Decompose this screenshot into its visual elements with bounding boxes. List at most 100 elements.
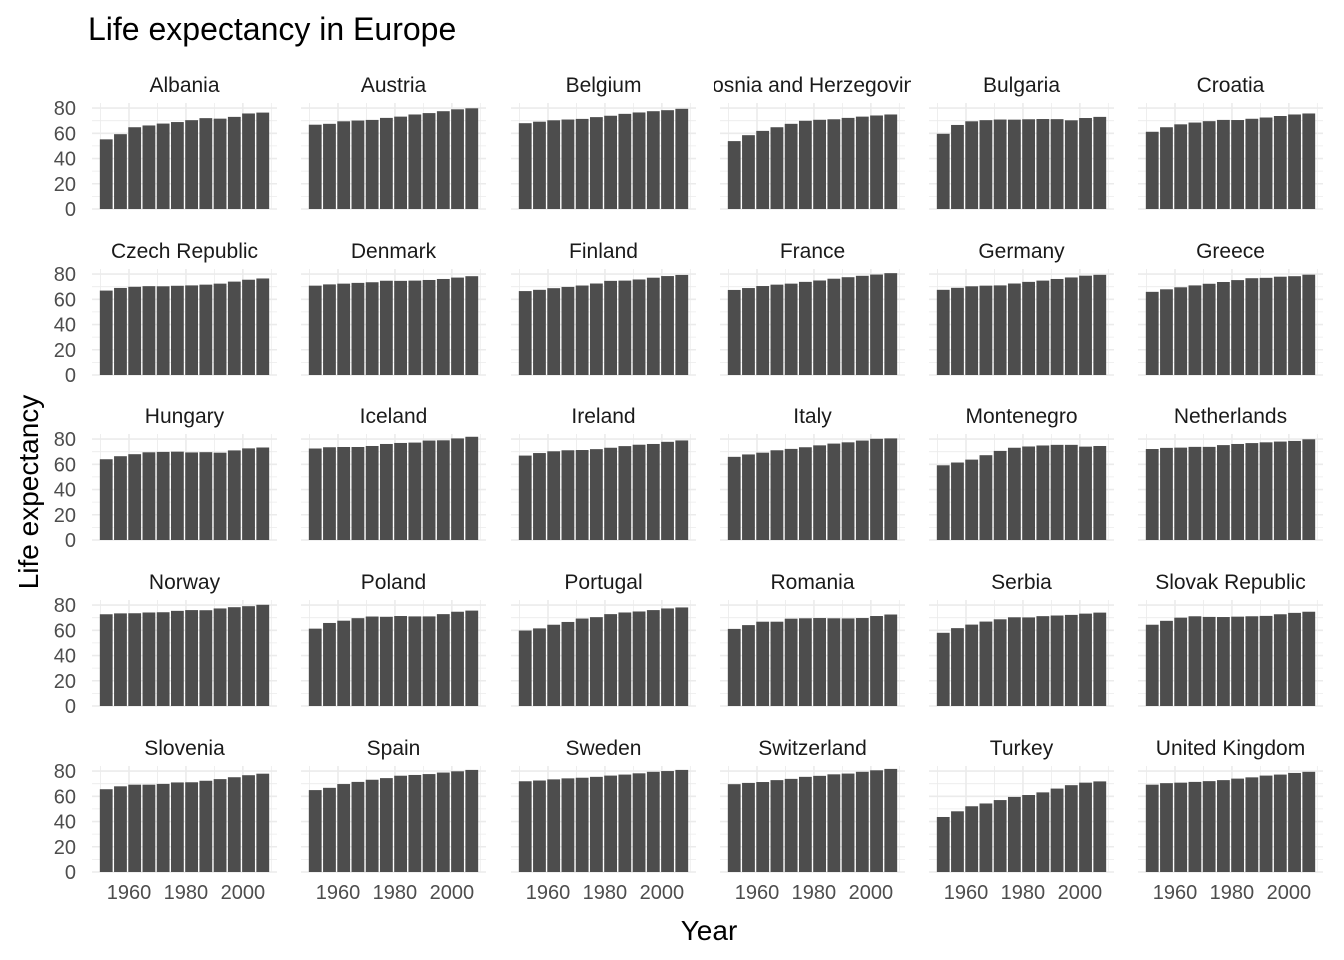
facet-panel: Serbia	[929, 571, 1114, 707]
bar	[756, 621, 770, 706]
y-tick-label: 60	[54, 620, 76, 642]
bar	[841, 117, 855, 209]
bar	[575, 777, 589, 872]
bar	[1188, 446, 1202, 540]
bar	[1302, 771, 1316, 872]
bar	[436, 614, 450, 706]
bar	[575, 450, 589, 540]
bar	[213, 118, 227, 209]
bar	[465, 610, 479, 706]
bar	[394, 442, 408, 540]
bar	[533, 289, 546, 375]
bar	[1202, 283, 1216, 375]
bar	[114, 786, 127, 872]
bar	[1093, 274, 1107, 375]
bar	[365, 282, 379, 375]
bar	[1022, 119, 1036, 209]
facet-strip-label: Portugal	[564, 571, 642, 594]
bar	[855, 275, 869, 375]
bar	[993, 285, 1007, 375]
y-tick-label: 40	[54, 315, 76, 337]
bar	[798, 447, 812, 540]
bar	[213, 452, 227, 540]
bar	[742, 135, 755, 209]
facet-strip-label: Croatia	[1197, 74, 1265, 97]
bar	[242, 606, 255, 706]
bar	[242, 775, 255, 872]
facet-panel: Italy	[720, 405, 905, 541]
x-tick-label: 1980	[164, 882, 209, 904]
bar	[185, 120, 199, 209]
facet-strip-label: Austria	[361, 74, 427, 97]
bar	[1245, 777, 1259, 872]
bar	[1302, 439, 1316, 540]
bar	[185, 285, 199, 375]
bar	[1050, 444, 1064, 540]
bar	[1174, 287, 1188, 375]
bar	[575, 118, 589, 209]
bar	[993, 619, 1007, 706]
bar	[1231, 120, 1245, 209]
y-tick-label: 40	[54, 646, 76, 668]
bar	[518, 630, 532, 706]
y-tick-label: 60	[54, 454, 76, 476]
bar	[128, 784, 142, 872]
bar	[1231, 778, 1245, 872]
bar	[813, 445, 827, 540]
bar	[770, 127, 784, 209]
bar	[408, 114, 422, 209]
bar	[784, 283, 798, 375]
bar	[1007, 617, 1021, 706]
bar	[379, 443, 393, 540]
bar	[547, 120, 561, 209]
bar	[1245, 616, 1259, 706]
bar	[742, 782, 755, 872]
bar	[951, 124, 964, 209]
bar	[1231, 616, 1245, 706]
bar	[675, 108, 689, 209]
bar	[1160, 289, 1173, 375]
y-tick-label: 20	[54, 837, 76, 859]
bar	[632, 444, 646, 540]
bar	[1093, 612, 1107, 706]
bar	[451, 771, 464, 872]
bar	[436, 440, 450, 540]
bar	[518, 291, 532, 375]
bar	[827, 119, 841, 209]
x-tick-label: 2000	[1058, 882, 1103, 904]
bar	[408, 442, 422, 540]
bar	[979, 455, 993, 540]
y-tick-label: 0	[65, 199, 76, 221]
bar	[351, 446, 365, 540]
bar	[979, 120, 993, 209]
bar	[1174, 617, 1188, 706]
y-tick-label: 60	[54, 123, 76, 145]
bar	[1160, 783, 1173, 872]
y-tick-label: 80	[54, 98, 76, 120]
bar	[256, 447, 270, 540]
bar	[936, 632, 950, 706]
bar	[1079, 446, 1092, 540]
bar	[632, 773, 646, 872]
bar	[1079, 613, 1092, 706]
bar	[589, 776, 603, 872]
bar	[256, 278, 270, 375]
bar	[142, 125, 156, 209]
bar	[855, 771, 869, 872]
bar	[156, 123, 170, 209]
bar	[1050, 615, 1064, 706]
bar	[827, 278, 841, 375]
bar	[561, 778, 575, 872]
x-tick-label: 1960	[316, 882, 361, 904]
facet-panel: Sweden 1960 1980 2000	[511, 737, 696, 904]
bar	[589, 117, 603, 209]
bar	[951, 811, 964, 872]
bar	[351, 618, 365, 706]
facet-panel: Austria	[301, 74, 486, 210]
bar	[646, 610, 660, 706]
bar	[1216, 119, 1230, 209]
facet-strip-label: Norway	[149, 571, 221, 594]
bar	[884, 768, 898, 872]
bar	[533, 628, 546, 706]
bar	[379, 117, 393, 209]
